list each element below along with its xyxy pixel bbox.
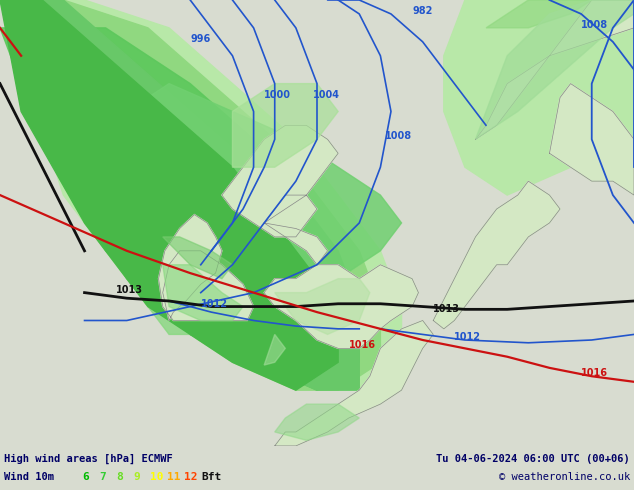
Polygon shape xyxy=(0,0,380,390)
Polygon shape xyxy=(433,181,560,329)
Polygon shape xyxy=(444,0,634,195)
Text: 7: 7 xyxy=(99,472,106,482)
Polygon shape xyxy=(0,0,338,390)
Text: 1004: 1004 xyxy=(313,90,340,99)
Text: 1012: 1012 xyxy=(201,298,228,309)
Polygon shape xyxy=(0,0,359,390)
Text: 1016: 1016 xyxy=(349,341,376,350)
Polygon shape xyxy=(264,223,418,348)
Polygon shape xyxy=(106,84,401,279)
Text: Bft: Bft xyxy=(201,472,221,482)
Text: Tu 04-06-2024 06:00 UTC (00+06): Tu 04-06-2024 06:00 UTC (00+06) xyxy=(436,454,630,464)
Polygon shape xyxy=(222,125,338,237)
Text: © weatheronline.co.uk: © weatheronline.co.uk xyxy=(499,472,630,482)
Text: 1008: 1008 xyxy=(581,20,608,30)
Text: Wind 10m: Wind 10m xyxy=(4,472,54,482)
Text: 8: 8 xyxy=(116,472,123,482)
Polygon shape xyxy=(275,320,433,446)
Polygon shape xyxy=(264,335,285,365)
Text: 12: 12 xyxy=(184,472,198,482)
Polygon shape xyxy=(486,0,592,28)
Polygon shape xyxy=(275,404,359,441)
Text: 1016: 1016 xyxy=(581,368,608,378)
Text: High wind areas [hPa] ECMWF: High wind areas [hPa] ECMWF xyxy=(4,454,172,464)
Polygon shape xyxy=(163,265,243,320)
Text: 1013: 1013 xyxy=(433,304,460,314)
Polygon shape xyxy=(233,84,338,167)
Polygon shape xyxy=(476,0,634,139)
Text: 1000: 1000 xyxy=(264,90,291,99)
Polygon shape xyxy=(163,237,233,279)
Text: 11: 11 xyxy=(167,472,181,482)
Text: 1012: 1012 xyxy=(455,332,481,342)
Text: 10: 10 xyxy=(150,472,164,482)
Polygon shape xyxy=(0,0,401,390)
Text: 1013: 1013 xyxy=(116,285,143,294)
Polygon shape xyxy=(550,84,634,195)
Text: 6: 6 xyxy=(82,472,89,482)
Polygon shape xyxy=(275,279,370,335)
Text: 1008: 1008 xyxy=(385,131,411,141)
Text: 982: 982 xyxy=(412,6,432,16)
Polygon shape xyxy=(127,251,254,335)
Text: 9: 9 xyxy=(133,472,139,482)
Polygon shape xyxy=(158,215,254,320)
Text: 996: 996 xyxy=(190,34,210,44)
Polygon shape xyxy=(476,0,634,139)
Polygon shape xyxy=(0,28,359,390)
